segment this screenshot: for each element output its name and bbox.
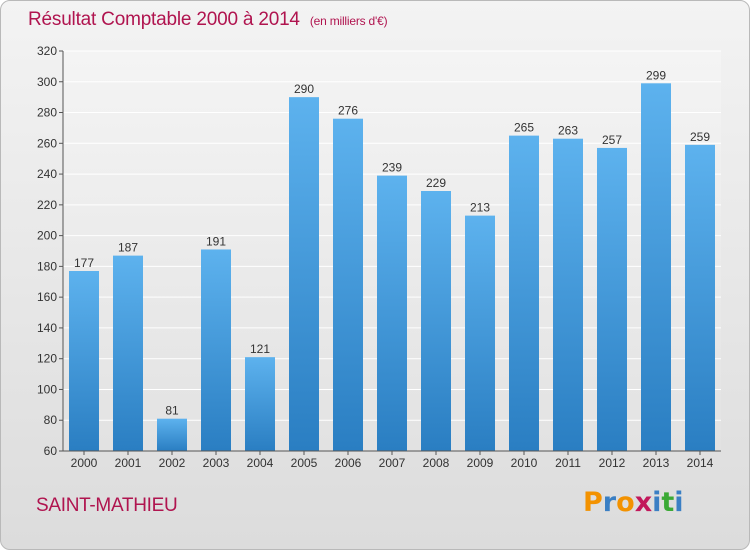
bar bbox=[113, 255, 143, 451]
x-tick-label: 2014 bbox=[687, 456, 714, 470]
bar-value-label: 290 bbox=[294, 82, 314, 96]
bar-value-label: 177 bbox=[74, 256, 94, 270]
logo-letter: r bbox=[602, 487, 617, 518]
x-tick-label: 2000 bbox=[71, 456, 98, 470]
bar-value-label: 191 bbox=[206, 234, 226, 248]
x-tick-label: 2005 bbox=[291, 456, 318, 470]
label-layer: 177 187 81 191 121 290 276 239 229 213 265 263 257 29… bbox=[74, 68, 710, 417]
axis-layer: 60 80 100 120 140 160 180 200 220 240 260 280 300 320… bbox=[37, 44, 721, 470]
bar-value-label: 257 bbox=[602, 133, 622, 147]
bar bbox=[597, 147, 627, 451]
x-tick-label: 2011 bbox=[555, 456, 581, 470]
y-tick-label: 300 bbox=[37, 75, 57, 89]
bar bbox=[553, 138, 583, 451]
x-tick-label: 2001 bbox=[115, 456, 142, 470]
y-tick-label: 80 bbox=[44, 413, 58, 427]
bar-value-label: 187 bbox=[118, 241, 138, 255]
logo-letter: t bbox=[661, 487, 675, 518]
y-tick-label: 280 bbox=[37, 106, 57, 120]
bar-value-label: 239 bbox=[382, 161, 402, 175]
bar-value-label: 213 bbox=[470, 201, 490, 215]
bar bbox=[201, 249, 231, 451]
bar bbox=[509, 135, 539, 451]
x-tick-label: 2006 bbox=[335, 456, 362, 470]
y-tick-label: 140 bbox=[37, 321, 57, 335]
x-tick-label: 2007 bbox=[379, 456, 406, 470]
x-tick-label: 2004 bbox=[247, 456, 274, 470]
bar-value-label: 299 bbox=[646, 68, 666, 82]
bar-value-label: 121 bbox=[250, 342, 270, 356]
proxiti-logo: Proxiti bbox=[583, 487, 684, 518]
x-tick-label: 2009 bbox=[467, 456, 494, 470]
commune-name: SAINT-MATHIEU bbox=[36, 495, 178, 516]
logo-letter: P bbox=[583, 487, 603, 518]
chart-unit: (en milliers d'€) bbox=[309, 14, 388, 28]
bar-value-label: 229 bbox=[426, 176, 446, 190]
y-tick-label: 160 bbox=[37, 290, 57, 304]
bar bbox=[245, 357, 275, 451]
y-tick-label: 60 bbox=[44, 444, 58, 458]
chart-title: Résultat Comptable 2000 à 2014 (en millie… bbox=[28, 9, 388, 31]
bar bbox=[289, 97, 319, 452]
bar bbox=[69, 271, 99, 451]
x-tick-label: 2013 bbox=[643, 456, 670, 470]
bar-layer bbox=[69, 83, 715, 452]
bar-value-label: 259 bbox=[690, 130, 710, 144]
y-tick-label: 220 bbox=[37, 198, 57, 212]
bar bbox=[377, 175, 407, 451]
x-tick-label: 2010 bbox=[511, 456, 538, 470]
x-tick-label: 2008 bbox=[423, 456, 450, 470]
bar-value-label: 81 bbox=[165, 404, 179, 418]
y-tick-label: 180 bbox=[37, 259, 57, 273]
bar bbox=[421, 191, 451, 451]
x-tick-label: 2003 bbox=[203, 456, 230, 470]
bar-value-label: 276 bbox=[338, 104, 358, 118]
logo-letter: i bbox=[674, 487, 684, 518]
y-tick-label: 120 bbox=[37, 352, 57, 366]
y-tick-label: 260 bbox=[37, 136, 57, 150]
bar bbox=[641, 83, 671, 452]
logo-letter: o bbox=[616, 487, 635, 518]
x-tick-label: 2012 bbox=[599, 456, 626, 470]
logo-letter: x bbox=[634, 487, 653, 518]
bar bbox=[685, 144, 715, 451]
bar bbox=[157, 418, 187, 451]
chart-title-text: Résultat Comptable 2000 à 2014 bbox=[28, 9, 300, 30]
bar bbox=[465, 215, 495, 451]
y-tick-label: 240 bbox=[37, 167, 57, 181]
logo-letter: i bbox=[652, 487, 662, 518]
bar-value-label: 263 bbox=[558, 124, 578, 138]
bar-value-label: 265 bbox=[514, 121, 534, 135]
y-tick-label: 200 bbox=[37, 229, 57, 243]
bar bbox=[333, 118, 363, 451]
x-tick-label: 2002 bbox=[159, 456, 186, 470]
y-tick-label: 320 bbox=[37, 44, 57, 58]
y-tick-label: 100 bbox=[37, 382, 57, 396]
